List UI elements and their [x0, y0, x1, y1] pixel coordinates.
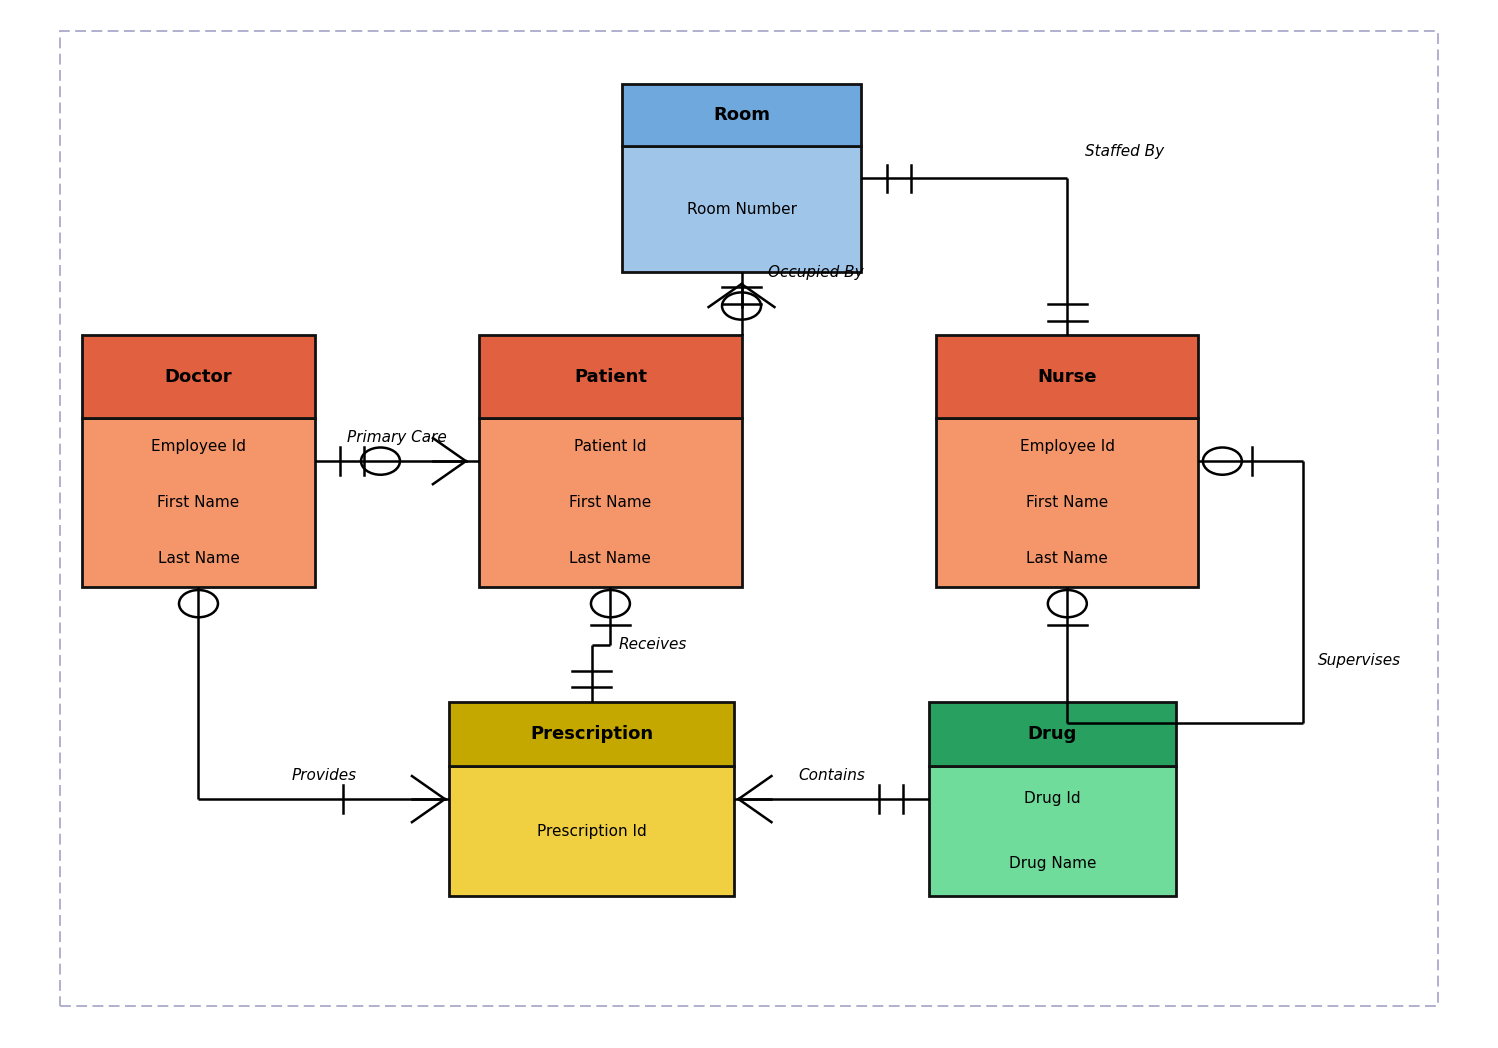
Text: Prescription: Prescription [530, 725, 653, 743]
FancyBboxPatch shape [449, 702, 734, 766]
Text: Drug Name: Drug Name [1008, 856, 1097, 871]
Text: First Name: First Name [569, 495, 652, 510]
Text: Employee Id: Employee Id [1020, 439, 1115, 454]
Text: Provides: Provides [292, 768, 357, 784]
FancyBboxPatch shape [449, 766, 734, 896]
Text: Room: Room [713, 106, 770, 124]
FancyBboxPatch shape [936, 335, 1198, 418]
Text: Last Name: Last Name [157, 551, 240, 566]
Text: Staffed By: Staffed By [1085, 145, 1164, 159]
Text: Last Name: Last Name [569, 551, 652, 566]
FancyBboxPatch shape [82, 335, 315, 418]
Text: Drug: Drug [1028, 725, 1077, 743]
Text: Doctor: Doctor [165, 368, 232, 386]
Text: Room Number: Room Number [686, 202, 797, 217]
Text: Receives: Receives [619, 637, 688, 652]
FancyBboxPatch shape [479, 418, 742, 587]
Text: First Name: First Name [157, 495, 240, 510]
Text: Nurse: Nurse [1038, 368, 1097, 386]
Text: Primary Care: Primary Care [348, 431, 446, 445]
FancyBboxPatch shape [622, 84, 861, 146]
FancyBboxPatch shape [929, 766, 1176, 896]
Text: Contains: Contains [798, 768, 864, 784]
Text: First Name: First Name [1026, 495, 1109, 510]
FancyBboxPatch shape [936, 418, 1198, 587]
Text: Employee Id: Employee Id [151, 439, 246, 454]
Text: Last Name: Last Name [1026, 551, 1109, 566]
Text: Prescription Id: Prescription Id [536, 824, 647, 838]
FancyBboxPatch shape [479, 335, 742, 418]
Text: Supervises: Supervises [1318, 653, 1401, 668]
Text: Drug Id: Drug Id [1025, 791, 1080, 806]
Text: Patient Id: Patient Id [574, 439, 647, 454]
Text: Occupied By: Occupied By [768, 265, 864, 280]
FancyBboxPatch shape [929, 702, 1176, 766]
FancyBboxPatch shape [622, 146, 861, 272]
FancyBboxPatch shape [82, 418, 315, 587]
Text: Patient: Patient [574, 368, 647, 386]
